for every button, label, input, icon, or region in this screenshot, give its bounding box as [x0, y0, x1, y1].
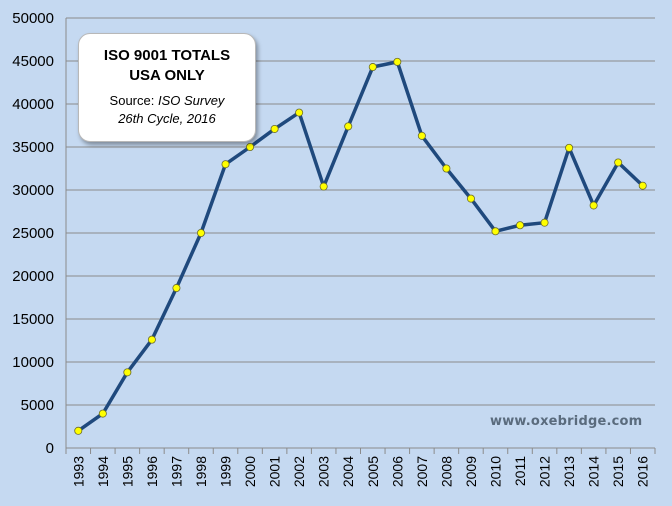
x-tick-label: 2008 — [438, 456, 454, 487]
series-layer — [74, 57, 647, 435]
x-tick-label: 2007 — [414, 456, 430, 487]
axes — [65, 18, 656, 454]
data-point-1997 — [172, 284, 181, 293]
data-point-2000 — [246, 142, 255, 151]
data-point-1995 — [123, 368, 132, 377]
data-point-2004 — [344, 122, 353, 131]
data-point-1994 — [98, 409, 107, 418]
data-point-2008 — [442, 164, 451, 173]
x-tick-label: 1995 — [119, 456, 135, 487]
data-point-2002 — [295, 108, 304, 117]
x-tick-label: 1997 — [168, 456, 184, 487]
x-tick-label: 2005 — [365, 456, 381, 487]
x-tick-label: 2002 — [291, 456, 307, 487]
y-axis-ticks: 0 5000 10000 15000 20000 25000 30000 35000 40000… — [12, 10, 54, 457]
x-tick-label: 2015 — [610, 456, 626, 487]
data-point-1996 — [147, 335, 156, 344]
data-point-2015 — [614, 158, 623, 167]
x-tick-label: 1996 — [144, 456, 160, 487]
data-point-2010 — [491, 227, 500, 236]
data-point-2001 — [270, 124, 279, 133]
series-line — [76, 60, 645, 433]
watermark-text: www.oxebridge.com — [490, 414, 643, 429]
x-tick-label: 2013 — [561, 456, 577, 487]
data-point-2014 — [589, 201, 598, 210]
annotation-source-prefix: Source: — [109, 93, 158, 108]
x-tick-label: 2009 — [463, 456, 479, 487]
x-tick-label: 1994 — [95, 456, 111, 487]
x-tick-label: 2012 — [537, 456, 553, 487]
annotation-subtitle: USA ONLY — [129, 67, 205, 84]
x-tick-label: 1998 — [193, 456, 209, 487]
y-tick-label: 15000 — [12, 311, 54, 328]
data-point-2012 — [540, 218, 549, 227]
gridlines — [66, 17, 655, 406]
data-point-2007 — [417, 131, 426, 140]
x-tick-label: 1993 — [70, 456, 86, 487]
x-tick-label: 1999 — [218, 456, 234, 487]
data-point-1998 — [196, 228, 205, 237]
x-tick-label: 2006 — [389, 456, 405, 487]
data-point-2005 — [368, 63, 377, 72]
data-point-2013 — [565, 143, 574, 152]
data-point-2009 — [466, 194, 475, 203]
x-tick-label: 2001 — [267, 456, 283, 487]
y-tick-label: 45000 — [12, 53, 54, 70]
y-tick-label: 5000 — [21, 397, 54, 414]
annotation-title: ISO 9001 TOTALS — [103, 47, 231, 64]
data-point-2016 — [638, 181, 647, 190]
x-tick-label: 2004 — [340, 456, 356, 487]
annotation-source-detail: 26th Cycle, 2016 — [118, 111, 216, 126]
y-tick-label: 35000 — [12, 139, 54, 156]
y-tick-label: 25000 — [12, 225, 54, 242]
x-axis-ticks: 1993 1994 1995 1996 1997 1998 1999 2000 2001 2002… — [70, 456, 650, 487]
y-tick-label: 40000 — [12, 96, 54, 113]
data-point-1993 — [74, 426, 83, 435]
y-tick-label: 50000 — [12, 10, 54, 27]
data-point-2011 — [516, 221, 525, 230]
x-tick-label: 2014 — [586, 456, 602, 487]
x-tick-label: 2000 — [242, 456, 258, 487]
x-tick-label: 2011 — [512, 456, 528, 486]
x-tick-label: 2003 — [316, 456, 332, 487]
y-tick-label: 30000 — [12, 182, 54, 199]
y-tick-label: 20000 — [12, 268, 54, 285]
data-point-2006 — [393, 57, 402, 66]
annotation-source: Source: ISO Survey — [79, 92, 255, 110]
x-tick-label: 2010 — [487, 456, 503, 487]
y-tick-label: 0 — [46, 440, 54, 457]
annotation-source-name: ISO Survey — [157, 93, 225, 108]
y-tick-label: 10000 — [12, 354, 54, 371]
x-tick-label: 2016 — [635, 456, 651, 487]
data-point-2003 — [319, 182, 328, 191]
chart-annotation-box: ISO 9001 TOTALS USA ONLY Source: ISO Sur… — [78, 33, 256, 142]
data-point-1999 — [221, 160, 230, 169]
